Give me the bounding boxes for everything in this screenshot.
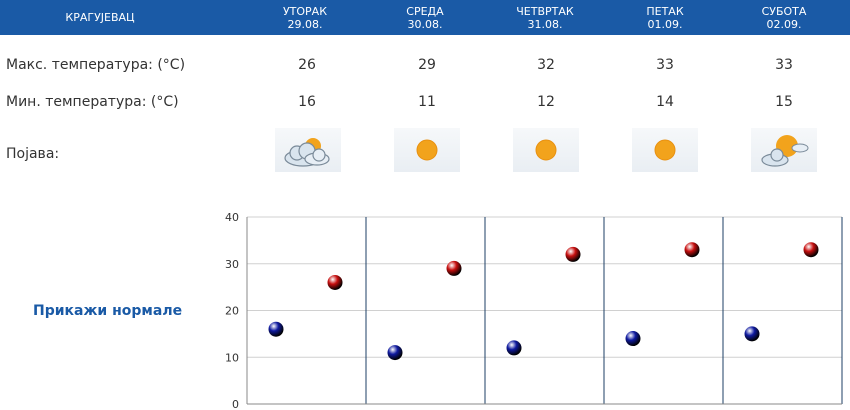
min-temp-point: [268, 321, 284, 337]
day-header-2: СРЕДА 30.08.: [385, 0, 465, 35]
sun-icon: [394, 128, 460, 172]
day-header-5: СУБОТА 02.09.: [744, 0, 824, 35]
y-tick-label: 10: [225, 351, 239, 364]
y-tick-label: 40: [225, 211, 239, 224]
day-date: 01.09.: [647, 17, 683, 31]
day-date: 29.08.: [287, 17, 323, 31]
sun-icon: [513, 128, 579, 172]
phenomenon-label: Појава:: [6, 146, 60, 162]
min-temp-value: 12: [537, 94, 555, 110]
day-header-1: УТОРАК 29.08.: [265, 0, 345, 35]
max-temp-point: [565, 246, 581, 262]
show-normals-link[interactable]: Прикажи нормале: [33, 303, 183, 319]
min-temp-point: [744, 326, 760, 342]
max-temp-point: [684, 242, 700, 258]
max-temp-value: 26: [298, 57, 316, 73]
max-temp-label: Макс. температура: (°C): [6, 57, 186, 73]
day-header-3: ЧЕТВРТАК 31.08.: [505, 0, 585, 35]
min-temp-value: 16: [298, 94, 316, 110]
max-temp-value: 32: [537, 57, 555, 73]
max-temp-point: [327, 274, 343, 290]
y-tick-label: 20: [225, 305, 239, 318]
day-date: 31.08.: [527, 17, 563, 31]
max-temp-value: 33: [656, 57, 674, 73]
day-header-4: ПЕТАК 01.09.: [625, 0, 705, 35]
min-temp-value: 14: [656, 94, 674, 110]
forecast-header: КРАГУЈЕВАЦ УТОРАК 29.08. СРЕДА 30.08. ЧЕ…: [0, 0, 850, 35]
max-temp-value: 33: [775, 57, 793, 73]
sun-icon: [632, 128, 698, 172]
max-temp-point: [803, 242, 819, 258]
min-temp-point: [625, 331, 641, 347]
max-temp-point: [446, 260, 462, 276]
day-date: 02.09.: [766, 17, 802, 31]
day-date: 30.08.: [407, 17, 443, 31]
partly-cloudy-icon: [275, 128, 341, 172]
min-temp-value: 11: [418, 94, 436, 110]
sun-cloud-icon: [751, 128, 817, 172]
day-name: ЧЕТВРТАК: [516, 4, 574, 18]
y-tick-label: 30: [225, 258, 239, 271]
day-name: ПЕТАК: [646, 4, 684, 18]
min-temp-point: [506, 340, 522, 356]
max-temp-value: 29: [418, 57, 436, 73]
min-temp-point: [387, 345, 403, 361]
day-name: СУБОТА: [761, 4, 807, 18]
city-name: КРАГУЈЕВАЦ: [65, 11, 135, 24]
day-name: УТОРАК: [282, 4, 328, 18]
min-temp-value: 15: [775, 94, 793, 110]
day-name: СРЕДА: [406, 4, 444, 18]
min-temp-label: Мин. температура: (°C): [6, 94, 179, 110]
y-tick-label: 0: [232, 398, 239, 410]
